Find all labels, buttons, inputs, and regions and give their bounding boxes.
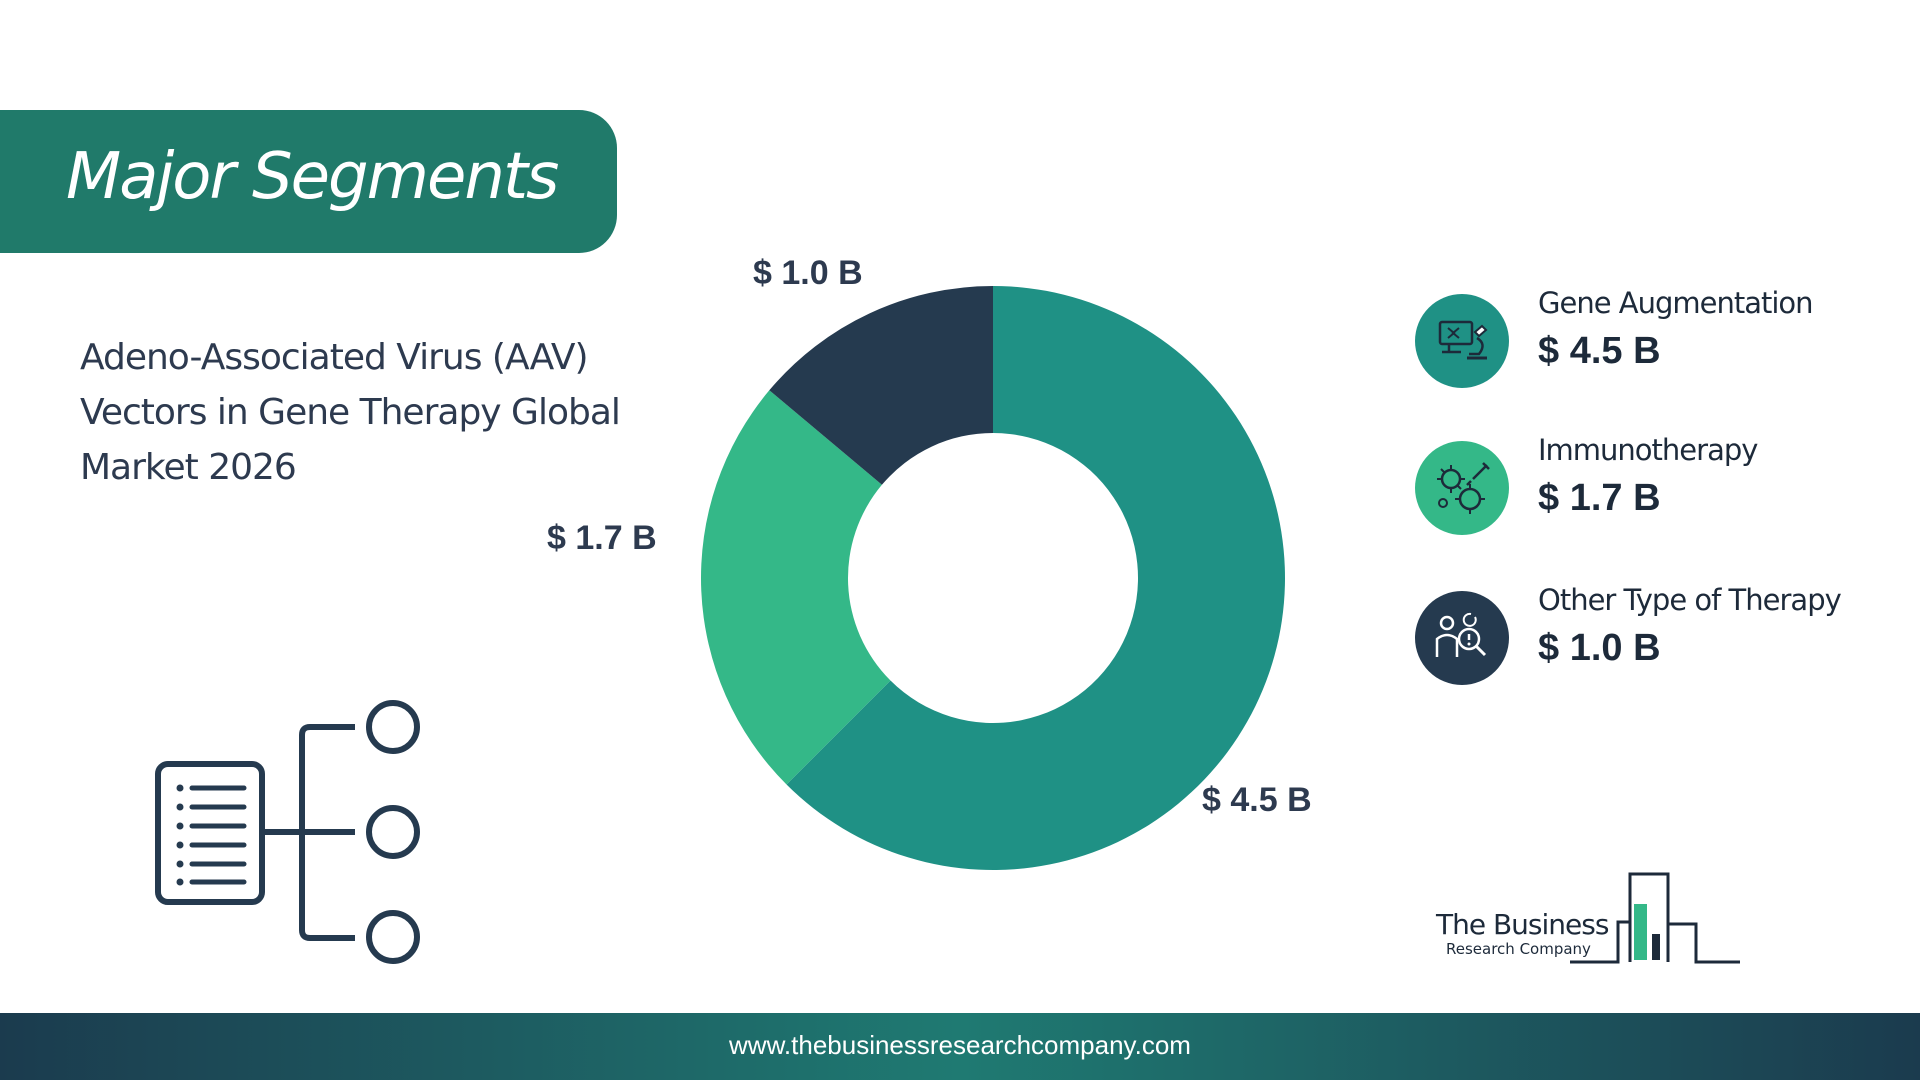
legend-icon-bg <box>1415 591 1509 685</box>
header-banner: Major Segments <box>0 110 617 253</box>
slice-immunotherapy <box>700 390 891 785</box>
legend-icon-bg <box>1415 441 1509 535</box>
slice-other-therapy <box>769 286 993 485</box>
data-label-gene-augmentation: $ 4.5 B <box>1202 781 1312 819</box>
subtitle-line: Market 2026 <box>80 447 297 488</box>
legend-name: Immunotherapy <box>1538 433 1758 467</box>
legend-item-gene-augmentation: Gene Augmentation $ 4.5 B <box>1410 286 1870 394</box>
segments-list-icon <box>155 700 420 964</box>
subtitle-line: Adeno-Associated Virus (AAV) <box>80 337 589 378</box>
company-logo: The Business Research Company <box>1430 870 1750 970</box>
footer-url-link[interactable]: www.thebusinessresearchcompany.com <box>729 1030 1191 1060</box>
subtitle-line: Vectors in Gene Therapy Global <box>80 392 621 433</box>
market-subtitle: Adeno-Associated Virus (AAV) Vectors in … <box>80 330 640 495</box>
legend-icon-bg <box>1415 294 1509 388</box>
logo-text-line2: Research Company <box>1446 940 1591 958</box>
legend-item-other-therapy: Other Type of Therapy $ 1.0 B <box>1410 583 1870 691</box>
microscope-monitor-icon <box>1438 320 1488 360</box>
legend-value: $ 4.5 B <box>1538 330 1661 372</box>
legend-value: $ 1.7 B <box>1538 477 1661 519</box>
data-label-other-therapy: $ 1.0 B <box>753 254 863 292</box>
slice-gene-augmentation <box>786 286 1285 870</box>
logo-skyline-icon <box>1570 872 1740 964</box>
page-title: Major Segments <box>66 140 559 214</box>
logo-text-line1: The Business <box>1436 908 1609 941</box>
legend-item-immunotherapy: Immunotherapy $ 1.7 B <box>1410 433 1870 541</box>
virus-syringe-icon <box>1437 462 1490 514</box>
legend-value: $ 1.0 B <box>1538 627 1661 669</box>
data-label-immunotherapy: $ 1.7 B <box>547 519 657 557</box>
person-magnifier-icon <box>1435 612 1487 657</box>
legend-name: Gene Augmentation <box>1538 286 1814 320</box>
footer-bar: www.thebusinessresearchcompany.com <box>0 1013 1920 1080</box>
legend-name: Other Type of Therapy <box>1538 583 1842 617</box>
